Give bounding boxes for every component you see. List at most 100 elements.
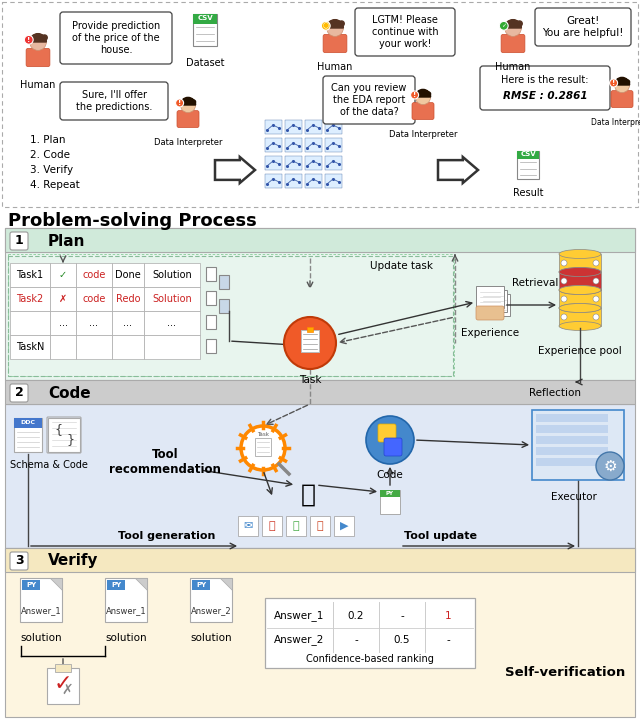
Text: 1: 1 [15, 234, 24, 247]
Point [294, 140, 304, 151]
Point [294, 176, 304, 187]
Bar [285, 120, 302, 134]
Point [262, 142, 272, 154]
Point [334, 176, 344, 187]
Circle shape [411, 91, 419, 99]
Point [328, 173, 338, 185]
Ellipse shape [559, 304, 601, 312]
Text: -: - [446, 635, 450, 645]
Bar [112, 263, 144, 287]
Point [268, 173, 278, 185]
Text: Tool update: Tool update [403, 531, 477, 541]
Text: !: ! [178, 100, 181, 106]
Circle shape [593, 314, 599, 320]
Bar [532, 410, 624, 480]
Point [282, 160, 292, 172]
Point [294, 123, 304, 134]
Text: solution: solution [105, 633, 147, 643]
Text: Solution: Solution [152, 270, 192, 280]
Text: Data Interpreter: Data Interpreter [154, 138, 222, 147]
Bar [238, 516, 258, 536]
Bar [536, 447, 608, 455]
Circle shape [366, 416, 414, 464]
Point [288, 119, 298, 131]
Text: Plan: Plan [48, 234, 86, 249]
Point [262, 160, 272, 172]
Bar [193, 14, 217, 45]
Bar [48, 418, 80, 452]
Bar [144, 263, 200, 287]
Text: 2: 2 [15, 386, 24, 399]
Point [288, 155, 298, 167]
Bar [144, 287, 200, 311]
Bar [305, 120, 322, 134]
FancyBboxPatch shape [10, 384, 28, 402]
Bar [310, 516, 330, 536]
Bar [10, 263, 50, 287]
Text: Here is the result:: Here is the result: [501, 75, 589, 85]
Point [314, 123, 324, 134]
Text: 📄: 📄 [292, 521, 300, 531]
Point [274, 158, 284, 169]
Text: Code: Code [376, 470, 403, 480]
Text: Done: Done [115, 270, 141, 280]
Text: code: code [83, 270, 106, 280]
Point [302, 160, 312, 172]
Text: Schema & Code: Schema & Code [10, 460, 88, 470]
Ellipse shape [559, 286, 601, 294]
Text: PY: PY [26, 582, 36, 588]
Circle shape [415, 89, 431, 105]
Point [314, 140, 324, 151]
Text: Answer_2: Answer_2 [191, 606, 231, 615]
Bar [144, 311, 200, 335]
Circle shape [610, 79, 618, 87]
Circle shape [593, 296, 599, 302]
Circle shape [42, 35, 47, 40]
Text: Self-verification: Self-verification [505, 666, 625, 679]
Bar [265, 174, 282, 188]
Polygon shape [135, 578, 147, 590]
Ellipse shape [559, 322, 601, 330]
Point [322, 178, 332, 190]
Circle shape [24, 35, 33, 44]
Bar [107, 580, 125, 590]
Text: ✗: ✗ [61, 683, 73, 697]
Text: !: ! [27, 37, 30, 43]
Point [302, 124, 312, 136]
Text: !: ! [413, 92, 416, 98]
Circle shape [175, 99, 184, 107]
Text: Human: Human [20, 80, 56, 90]
Bar [5, 548, 635, 717]
Point [328, 119, 338, 131]
Text: PY: PY [196, 582, 206, 588]
Bar [265, 598, 475, 668]
Bar [305, 174, 322, 188]
Text: Confidence-based ranking: Confidence-based ranking [306, 654, 434, 664]
Text: Code: Code [48, 386, 91, 400]
Bar [476, 286, 504, 308]
Ellipse shape [559, 267, 601, 276]
Text: Sure, I'll offer
the predictions.: Sure, I'll offer the predictions. [76, 90, 152, 112]
Point [322, 142, 332, 154]
Point [322, 124, 332, 136]
Circle shape [561, 314, 567, 320]
Bar [265, 120, 282, 134]
Point [268, 155, 278, 167]
Bar [193, 14, 217, 24]
Polygon shape [220, 578, 232, 590]
Text: 4. Repeat: 4. Repeat [30, 180, 80, 190]
Bar [536, 414, 608, 422]
FancyBboxPatch shape [378, 424, 396, 442]
Point [268, 119, 278, 131]
Bar [112, 287, 144, 311]
Bar [5, 228, 635, 380]
Text: Answer_1: Answer_1 [20, 606, 61, 615]
Text: ...: ... [124, 318, 132, 328]
Bar [47, 668, 79, 704]
Circle shape [191, 100, 196, 104]
Text: ▶: ▶ [340, 521, 348, 531]
Bar [5, 380, 635, 404]
Wedge shape [29, 34, 46, 42]
Bar [192, 580, 210, 590]
FancyBboxPatch shape [535, 8, 631, 46]
